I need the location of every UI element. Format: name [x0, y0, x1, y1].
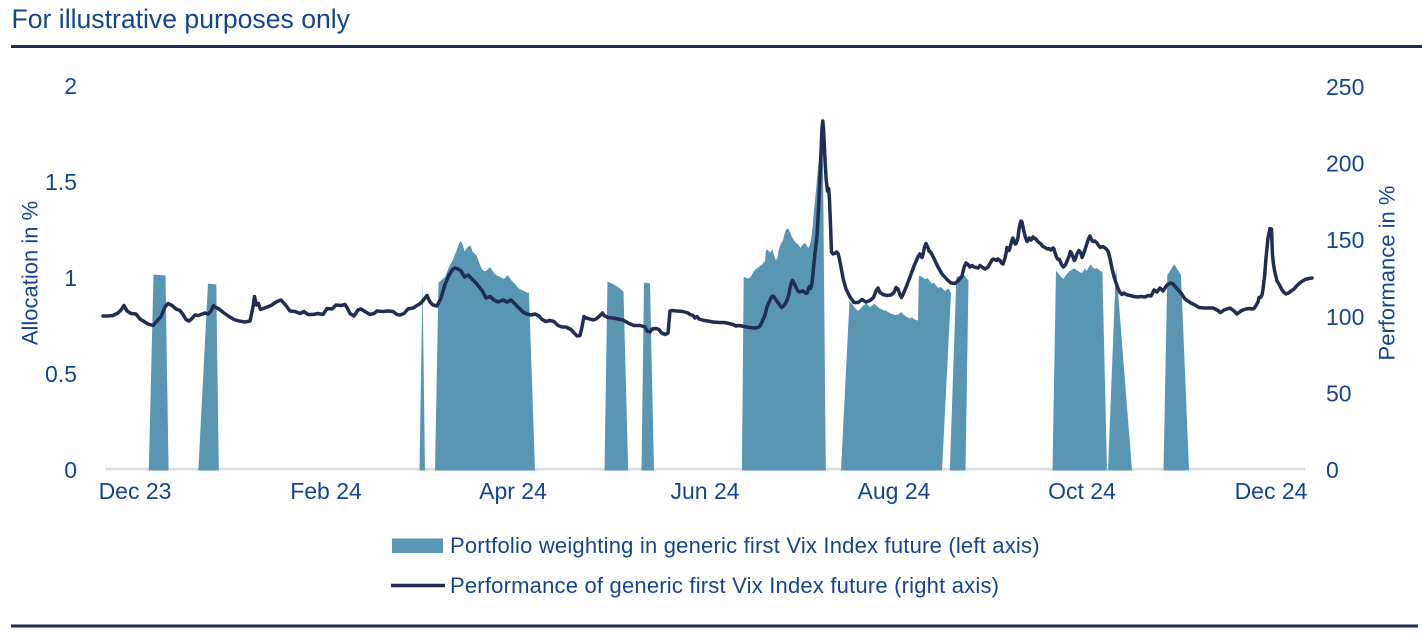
svg-text:150: 150 [1326, 227, 1364, 253]
svg-text:Aug 24: Aug 24 [858, 478, 931, 504]
svg-text:Portfolio weighting in generic: Portfolio weighting in generic first Vix… [450, 533, 1040, 558]
svg-text:250: 250 [1326, 74, 1364, 100]
svg-text:2: 2 [64, 73, 77, 99]
svg-text:Allocation in %: Allocation in % [18, 201, 43, 345]
svg-text:Performance in %: Performance in % [1375, 186, 1400, 361]
svg-text:Dec 23: Dec 23 [99, 478, 172, 504]
svg-text:Oct 24: Oct 24 [1048, 478, 1116, 504]
svg-text:0: 0 [1326, 457, 1339, 483]
svg-text:100: 100 [1326, 304, 1364, 330]
svg-text:1.5: 1.5 [45, 169, 77, 195]
svg-text:Performance of generic first V: Performance of generic first Vix Index f… [450, 573, 999, 598]
svg-text:For illustrative purposes only: For illustrative purposes only [12, 4, 351, 34]
svg-text:Jun 24: Jun 24 [670, 478, 739, 504]
svg-text:1: 1 [64, 265, 77, 291]
svg-text:0: 0 [64, 457, 77, 483]
svg-text:Dec 24: Dec 24 [1235, 478, 1308, 504]
svg-text:Feb 24: Feb 24 [290, 478, 362, 504]
svg-text:0.5: 0.5 [45, 361, 77, 387]
svg-text:Apr 24: Apr 24 [479, 478, 547, 504]
svg-text:50: 50 [1326, 380, 1352, 406]
svg-text:200: 200 [1326, 151, 1364, 177]
